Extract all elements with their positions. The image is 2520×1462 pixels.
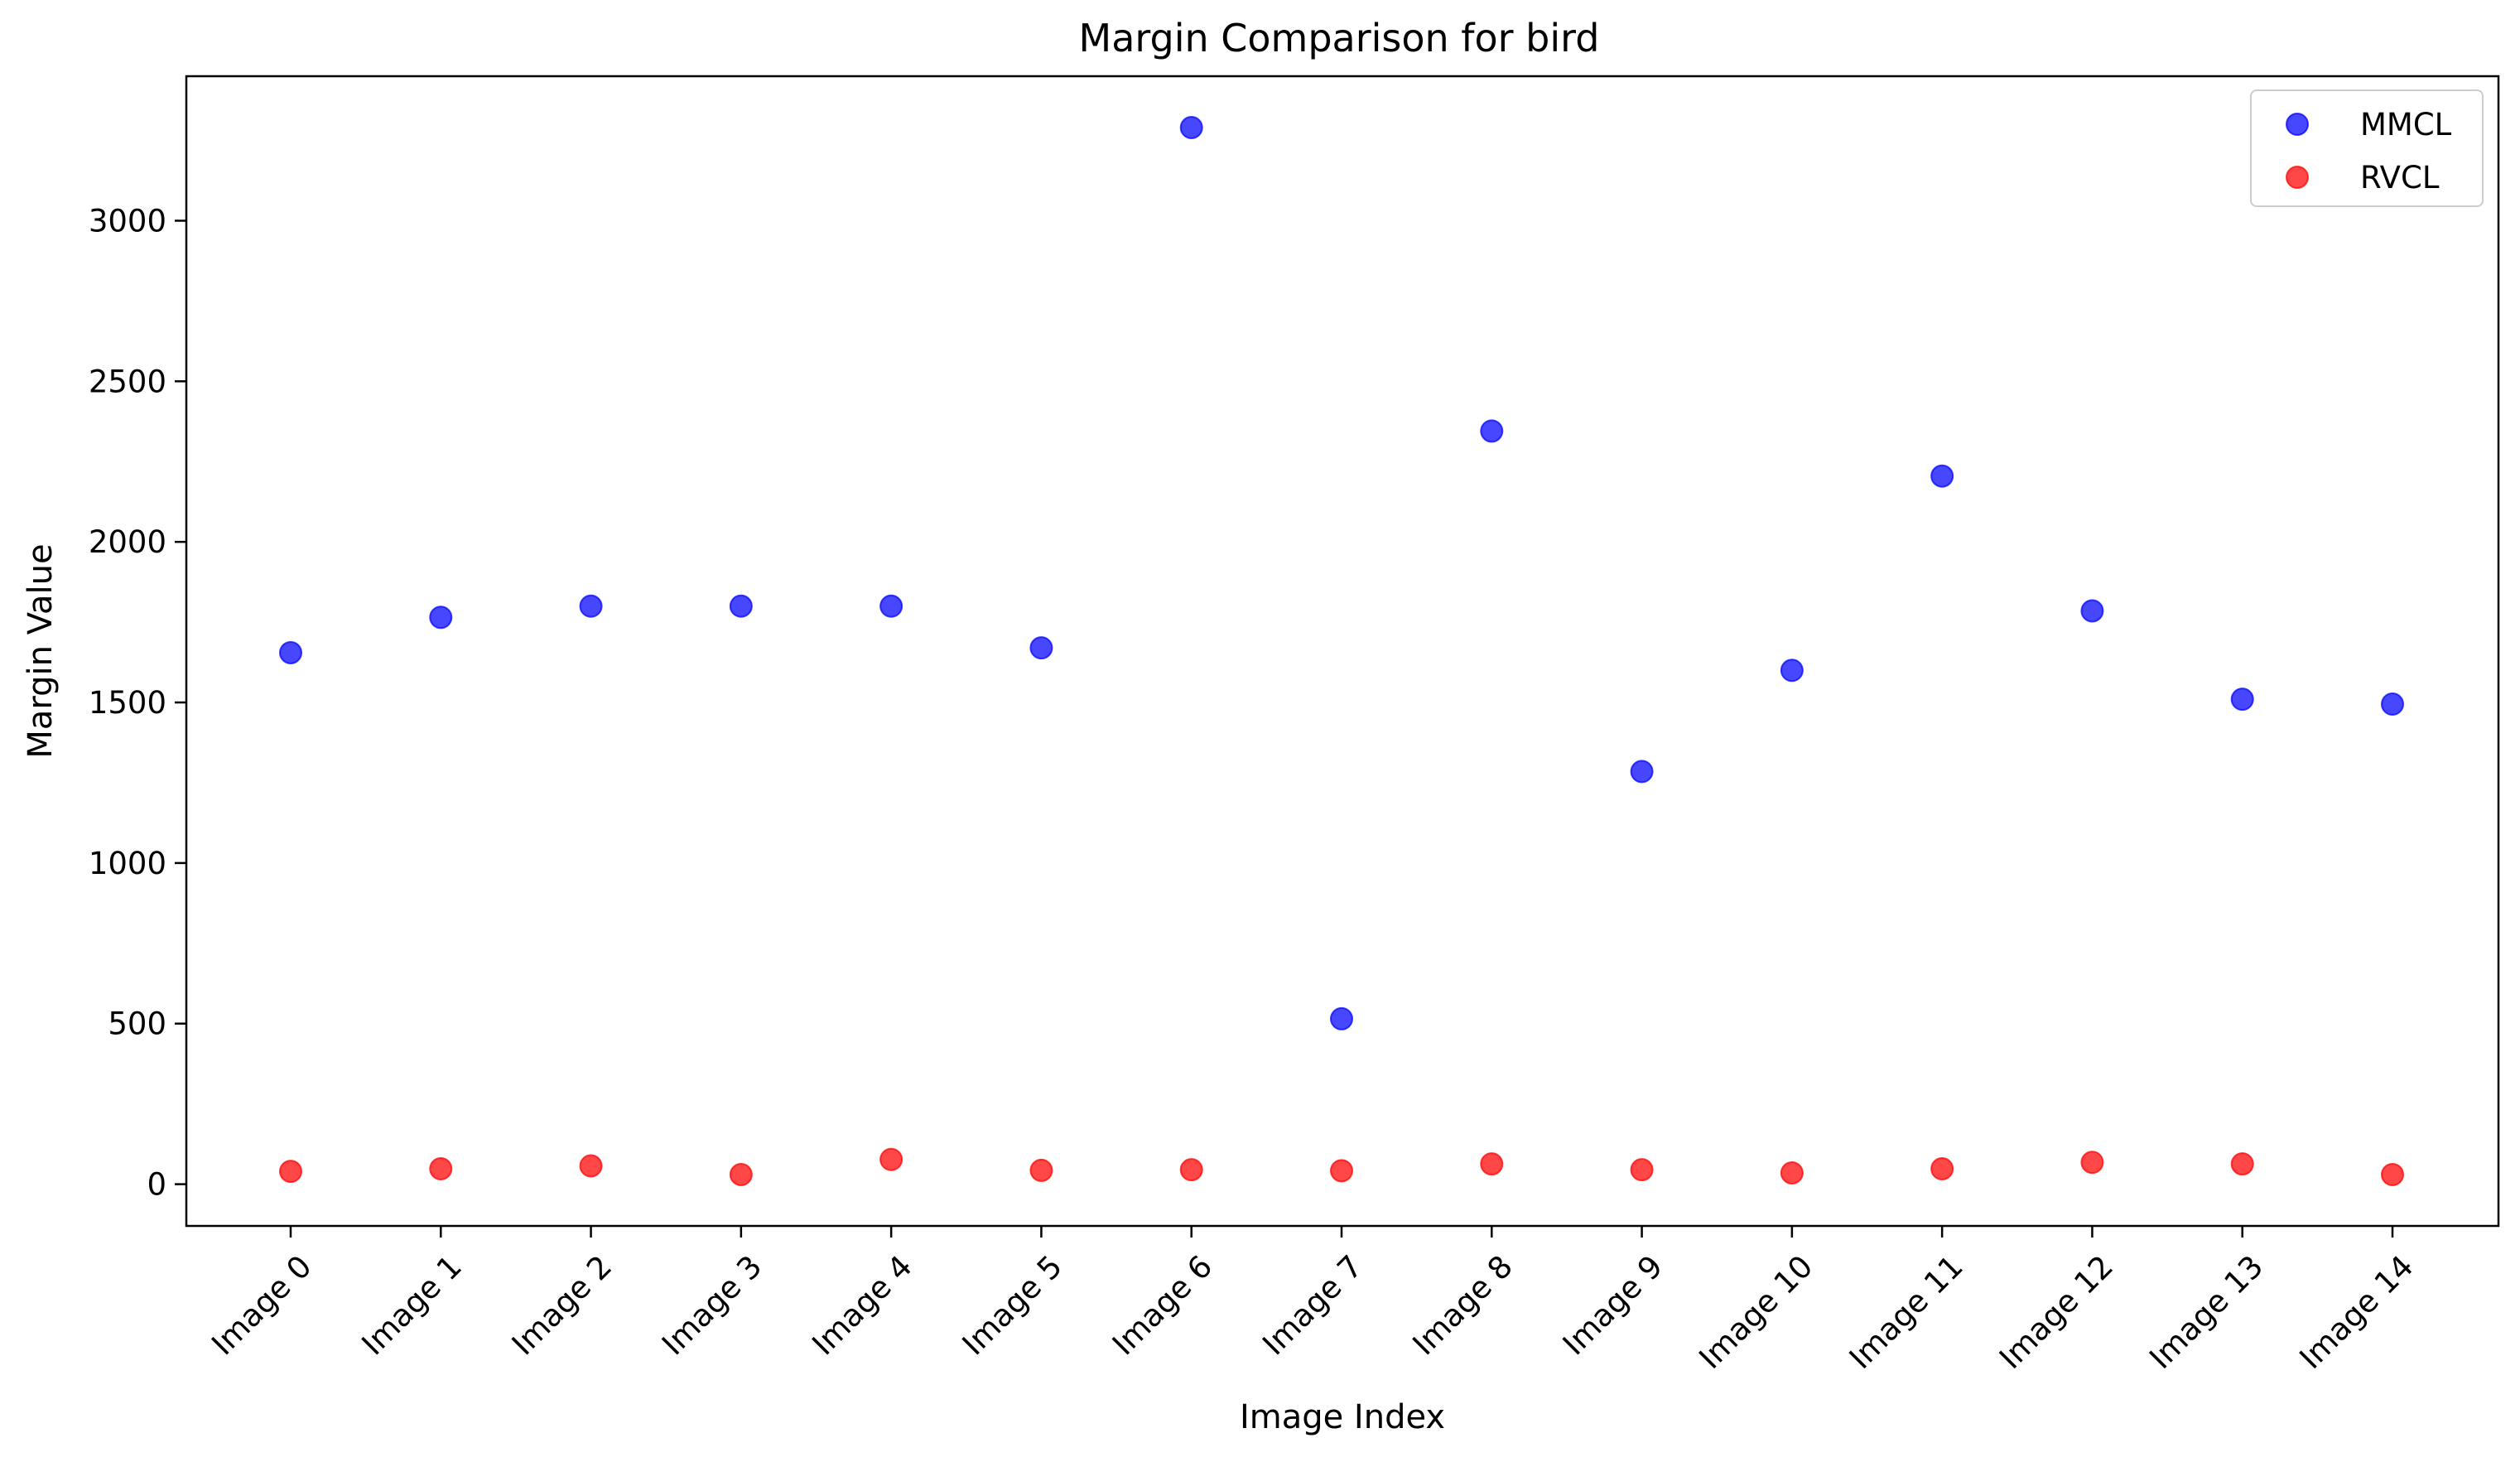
point-mmcl (879, 594, 903, 618)
point-mmcl (1179, 116, 1203, 140)
x-tick-label: Image 12 (1992, 1248, 2120, 1376)
point-mmcl (2080, 599, 2104, 623)
point-mmcl (2230, 688, 2254, 712)
plot-area (279, 116, 2404, 1186)
x-tick-label: Image 9 (1556, 1248, 1670, 1362)
y-tick-label: 2500 (89, 364, 166, 399)
point-rvcl (1179, 1158, 1203, 1182)
point-rvcl (1330, 1159, 1353, 1183)
x-tick-label: Image 0 (205, 1248, 318, 1362)
point-mmcl (279, 640, 302, 664)
series-mmcl (279, 116, 2404, 1030)
point-rvcl (1780, 1161, 1804, 1185)
point-mmcl (729, 594, 753, 618)
x-tick-label: Image 11 (1843, 1248, 1970, 1376)
point-rvcl (579, 1154, 603, 1178)
point-rvcl (429, 1156, 453, 1180)
legend: MMCL RVCL (2250, 89, 2484, 207)
y-tick-label: 500 (108, 1006, 166, 1042)
point-mmcl (1480, 419, 1504, 443)
y-axis: 0 500 1000 1500 2000 2500 3000 (89, 203, 186, 1203)
legend-label-mmcl: MMCL (2360, 107, 2452, 142)
series-rvcl (279, 1147, 2404, 1186)
point-rvcl (1930, 1156, 1954, 1180)
x-tick-label: Image 8 (1406, 1248, 1520, 1362)
y-tick-label: 0 (147, 1167, 166, 1203)
point-mmcl (1029, 636, 1053, 660)
point-mmcl (2381, 692, 2404, 716)
point-mmcl (1930, 464, 1954, 488)
point-rvcl (1480, 1152, 1504, 1176)
y-tick-label: 3000 (89, 203, 166, 239)
x-tick-label: Image 14 (2293, 1248, 2421, 1376)
x-tick-label: Image 4 (805, 1248, 918, 1362)
legend-label-rvcl: RVCL (2360, 160, 2440, 195)
y-axis-label: Margin Value (22, 543, 60, 758)
point-mmcl (429, 606, 453, 630)
x-tick-label: Image 1 (355, 1248, 469, 1362)
legend-marker-mmcl (2286, 113, 2309, 136)
x-tick-label: Image 7 (1255, 1248, 1369, 1362)
x-tick-label: Image 5 (956, 1248, 1069, 1362)
x-tick-label: Image 13 (2142, 1248, 2270, 1376)
x-axis-label: Image Index (1240, 1398, 1445, 1436)
x-tick-label: Image 10 (1692, 1248, 1819, 1376)
point-mmcl (1630, 760, 1654, 784)
point-rvcl (279, 1160, 302, 1184)
point-rvcl (729, 1162, 753, 1186)
chart-title: Margin Comparison for bird (1079, 16, 1600, 60)
x-axis: Image 0 Image 1 Image 2 Image 3 Image 4 Image… (205, 1226, 2421, 1376)
point-rvcl (2080, 1151, 2104, 1175)
point-mmcl (579, 594, 603, 618)
plot-frame (185, 75, 2500, 1228)
y-tick-label: 1000 (89, 846, 166, 881)
point-rvcl (1029, 1158, 1053, 1182)
point-mmcl (1780, 659, 1804, 683)
legend-marker-rvcl (2286, 166, 2309, 189)
point-mmcl (1330, 1006, 1353, 1030)
point-rvcl (2230, 1152, 2254, 1176)
point-rvcl (1630, 1158, 1654, 1182)
point-rvcl (2381, 1162, 2404, 1186)
x-tick-label: Image 2 (505, 1248, 619, 1362)
y-tick-label: 2000 (89, 524, 166, 560)
x-tick-label: Image 3 (655, 1248, 769, 1362)
point-rvcl (879, 1147, 903, 1171)
x-tick-label: Image 6 (1106, 1248, 1219, 1362)
y-tick-label: 1500 (89, 685, 166, 721)
